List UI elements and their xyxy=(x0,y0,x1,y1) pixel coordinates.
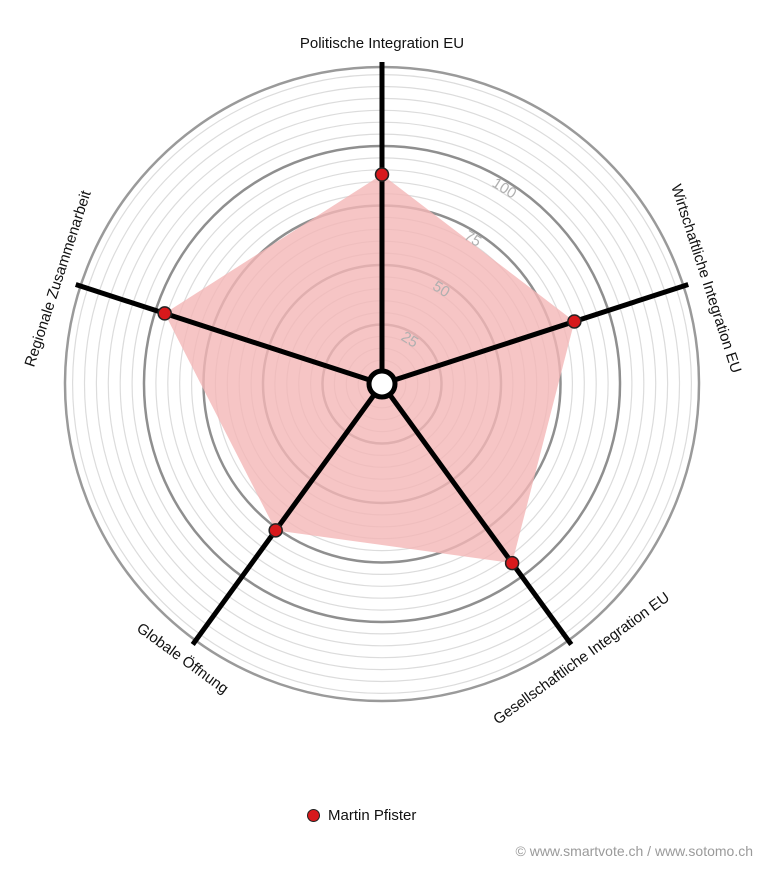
axis-label: Wirtschaftliche Integration EU xyxy=(667,182,744,375)
axis-spoke xyxy=(379,382,574,646)
axis-spokes xyxy=(74,62,690,646)
legend-label: Martin Pfister xyxy=(328,807,417,824)
series-point xyxy=(157,306,172,321)
series-point xyxy=(374,167,390,182)
series-point xyxy=(567,314,582,329)
series-polygon xyxy=(164,174,575,564)
legend: Martin Pfister xyxy=(307,807,416,824)
tick-label: 50 xyxy=(430,278,453,301)
axis-label: Gesellschaftliche Integration EU xyxy=(490,589,673,728)
axis-spoke xyxy=(190,382,385,646)
chart-center-hub xyxy=(366,368,398,400)
series-point xyxy=(504,555,520,571)
axis-spoke xyxy=(381,282,690,387)
tick-label: 25 xyxy=(398,328,421,351)
series-area xyxy=(164,174,575,564)
credit-text: © www.smartvote.ch / www.sotomo.ch xyxy=(515,843,754,859)
series-points xyxy=(157,167,582,571)
axis-label: Politische Integration EU xyxy=(300,35,464,52)
tick-label: 100 xyxy=(489,175,519,203)
axis-spoke xyxy=(74,282,383,387)
legend-marker xyxy=(307,809,320,822)
series-point xyxy=(268,523,283,538)
tick-label: 75 xyxy=(461,227,484,250)
